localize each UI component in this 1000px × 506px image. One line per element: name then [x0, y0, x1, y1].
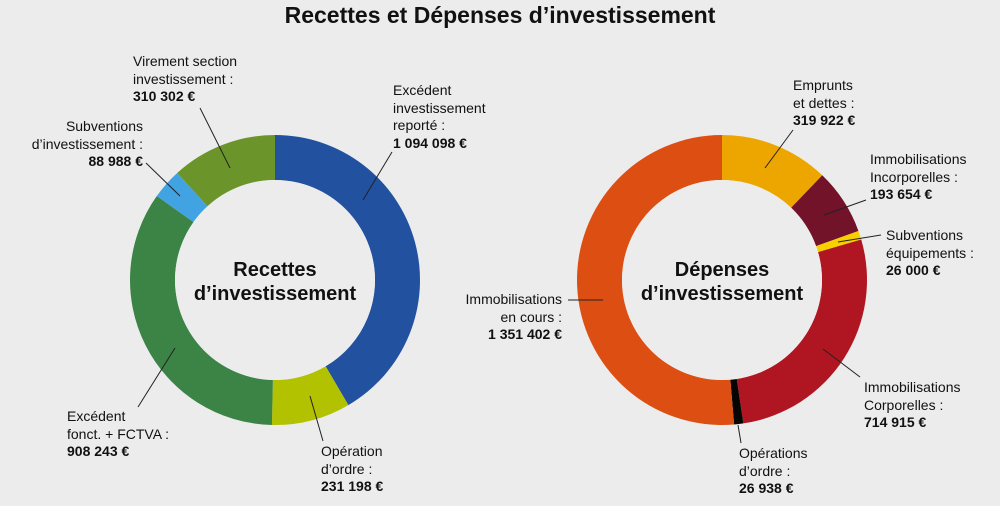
center-label-line: Recettes [233, 259, 317, 281]
slice-label: Immobilisations Corporelles :714 915 € [864, 379, 960, 432]
donut-slice [275, 135, 420, 406]
donut-slice [722, 135, 823, 208]
center-label-line: Dépenses [674, 259, 770, 281]
donut-slice [129, 195, 273, 425]
leader-line [737, 424, 742, 444]
donut-hole [622, 180, 822, 380]
slice-label-text: Virement section [133, 53, 238, 69]
slice-label: Immobilisations en cours :1 351 402 € [400, 291, 562, 344]
donut-slice [576, 135, 735, 425]
slice-label: Virement section investissement :310 302 … [133, 53, 237, 106]
slice-label-text: Immobilisations [465, 291, 562, 307]
slice-value-label: 310 302 € [133, 88, 196, 104]
slice-label: Subventions d’investissement :88 988 € [0, 118, 143, 171]
chart-title: Recettes et Dépenses d’investissement [284, 2, 716, 28]
leader-line [837, 234, 882, 243]
slice-label-text: Immobilisations [864, 379, 961, 395]
slice-value-label: 231 198 € [321, 478, 384, 494]
slice-label-text: d’ordre : [321, 460, 373, 477]
donut-slice [177, 135, 275, 207]
slice-value-label: 908 243 € [67, 443, 130, 459]
slice-value-label: 193 654 € [870, 186, 933, 202]
center-label-recettes: Recettes d’investissement [165, 258, 385, 306]
slice-label-text: Corporelles : [864, 396, 944, 413]
slice-label-text: investissement [393, 99, 486, 116]
slice-value-label: 1 094 098 € [393, 134, 467, 151]
slice-label-text: en cours : [500, 308, 562, 325]
slice-label-text: Immobilisations [870, 151, 967, 167]
slice-label-text: Excédent [393, 82, 452, 98]
slice-label: Excédent investissement reporté :1 094 098… [393, 82, 486, 152]
slice-label-text: Subventions [886, 227, 964, 243]
slice-label-text: Incorporelles : [870, 168, 958, 185]
donut-slice [736, 239, 867, 424]
leader-line [199, 107, 231, 169]
center-label-line: d’investissement [640, 283, 804, 305]
leader-line [823, 199, 867, 216]
slice-label: Excédent fonct. + FCTVA :908 243 € [67, 408, 169, 461]
leader-line [822, 348, 861, 378]
donut-slice [730, 378, 744, 425]
center-label-depenses: Dépenses d’investissement [612, 258, 832, 306]
slice-label-text: Excédent [67, 408, 126, 424]
slice-label-text: Opérations [739, 445, 808, 461]
slice-value-label: 88 988 € [88, 153, 144, 169]
leader-line [309, 395, 324, 442]
slice-label-text: Emprunts [793, 77, 853, 93]
slice-label: Immobilisations Incorporelles :193 654 € [870, 151, 966, 204]
slice-label-text: fonct. + FCTVA : [67, 425, 170, 442]
slice-label-text: investissement : [133, 70, 234, 87]
slice-label-text: d’investissement : [31, 135, 143, 152]
slice-value-label: 26 000 € [886, 262, 941, 278]
donut-hole [175, 180, 375, 380]
slice-value-label: 714 915 € [864, 414, 927, 430]
slice-label: Opérations d’ordre :26 938 € [739, 445, 807, 498]
slice-label-text: d’ordre : [739, 462, 791, 479]
slice-label-text: reporté : [393, 117, 446, 133]
slice-value-label: 319 922 € [793, 112, 856, 128]
leader-line [145, 162, 181, 197]
center-label-line: d’investissement [193, 283, 357, 305]
leader-line [362, 151, 393, 201]
slice-label-text: Subventions [65, 118, 143, 134]
slice-label: Subventions équipements :26 000 € [886, 227, 974, 280]
donut-slice [791, 175, 859, 247]
donut-slice [271, 366, 349, 425]
slice-label-text: Opération [321, 443, 383, 459]
slice-label: Opération d’ordre :231 198 € [321, 443, 383, 496]
leader-line [137, 347, 176, 408]
slice-label-text: et dettes : [793, 94, 855, 111]
leader-line [764, 129, 794, 169]
slice-label-text: équipements : [886, 244, 974, 261]
slice-value-label: 1 351 402 € [488, 326, 562, 342]
slice-label: Emprunts et dettes :319 922 € [793, 77, 855, 130]
slice-value-label: 26 938 € [739, 480, 794, 496]
